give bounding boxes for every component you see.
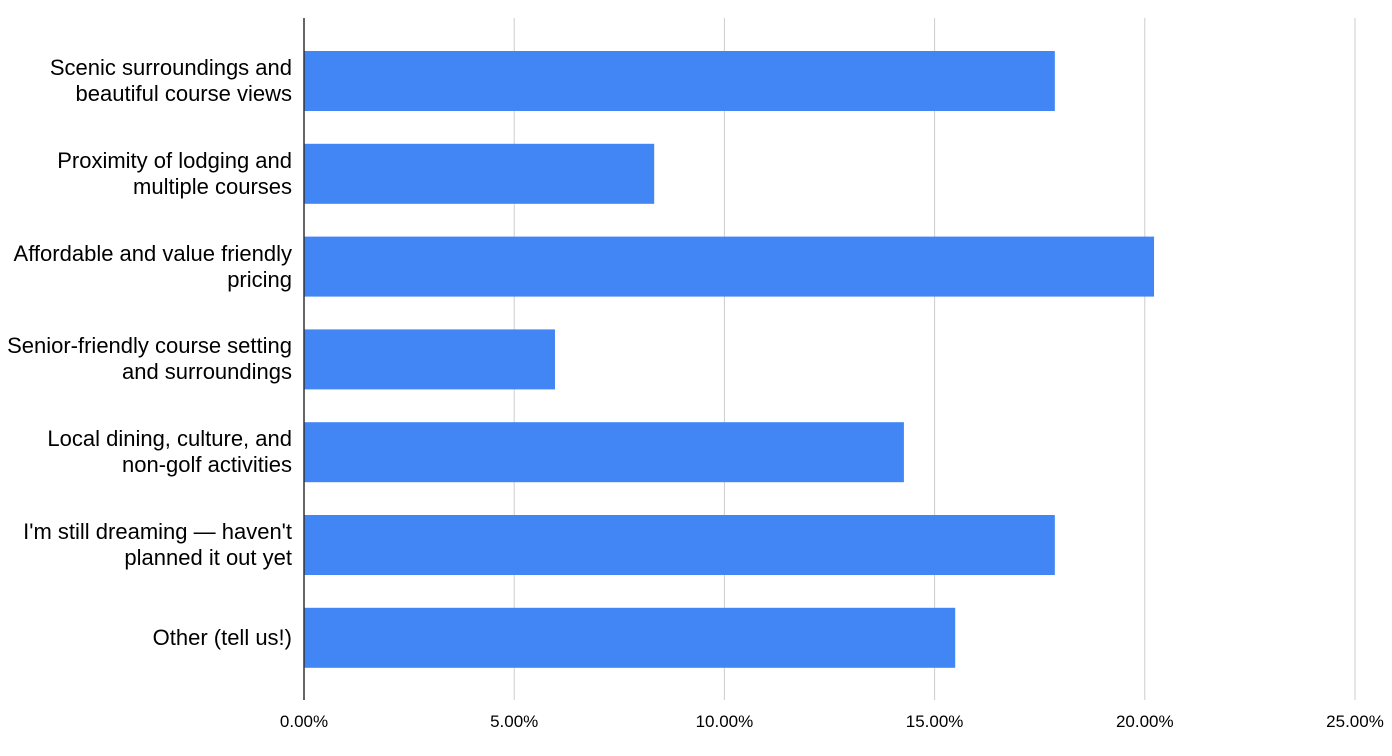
y-tick-label: Other (tell us!) — [152, 624, 292, 650]
x-tick-label: 0.00% — [280, 712, 328, 731]
y-tick-label: Affordable and value friendly pricing — [13, 240, 292, 292]
bar — [304, 51, 1055, 111]
bar — [304, 143, 655, 204]
bar — [304, 422, 904, 483]
y-tick-label: Local dining, culture, and non-golf acti… — [47, 426, 292, 478]
bar — [304, 329, 555, 390]
y-tick-label: Scenic surroundings and beautiful course… — [49, 55, 292, 106]
bar — [304, 607, 956, 668]
y-tick-label: Senior-friendly course setting and surro… — [7, 333, 292, 385]
x-tick-label: 5.00% — [490, 712, 538, 731]
y-tick-label: Proximity of lodging and multiple course… — [57, 147, 292, 199]
bar — [304, 515, 1055, 575]
x-tick-label: 20.00% — [1116, 712, 1174, 731]
y-tick-label: I'm still dreaming — haven't planned it … — [23, 519, 292, 570]
bar — [304, 236, 1155, 297]
x-tick-label: 25.00% — [1326, 712, 1384, 731]
x-tick-label: 15.00% — [906, 712, 964, 731]
x-tick-label: 10.00% — [696, 712, 754, 731]
